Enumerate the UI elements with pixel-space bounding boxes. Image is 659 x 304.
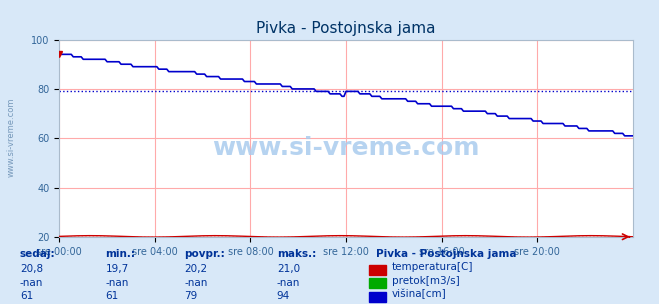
Text: 20,2: 20,2	[185, 264, 208, 274]
Text: 19,7: 19,7	[105, 264, 129, 274]
Text: pretok[m3/s]: pretok[m3/s]	[392, 276, 460, 286]
Text: višina[cm]: višina[cm]	[392, 289, 447, 299]
Text: 61: 61	[20, 292, 33, 302]
Text: 79: 79	[185, 292, 198, 302]
Text: 61: 61	[105, 292, 119, 302]
Text: 21,0: 21,0	[277, 264, 300, 274]
Text: -nan: -nan	[185, 278, 208, 288]
Text: povpr.:: povpr.:	[185, 249, 225, 259]
Text: sedaj:: sedaj:	[20, 249, 55, 259]
Text: 94: 94	[277, 292, 290, 302]
Text: www.si-vreme.com: www.si-vreme.com	[212, 136, 480, 160]
Text: 20,8: 20,8	[20, 264, 43, 274]
Text: -nan: -nan	[277, 278, 300, 288]
Text: min.:: min.:	[105, 249, 136, 259]
Text: Pivka - Postojnska jama: Pivka - Postojnska jama	[376, 249, 516, 259]
Text: -nan: -nan	[105, 278, 129, 288]
Text: -nan: -nan	[20, 278, 43, 288]
Title: Pivka - Postojnska jama: Pivka - Postojnska jama	[256, 21, 436, 36]
Text: temperatura[C]: temperatura[C]	[392, 262, 474, 272]
Text: maks.:: maks.:	[277, 249, 316, 259]
Text: www.si-vreme.com: www.si-vreme.com	[7, 97, 16, 177]
